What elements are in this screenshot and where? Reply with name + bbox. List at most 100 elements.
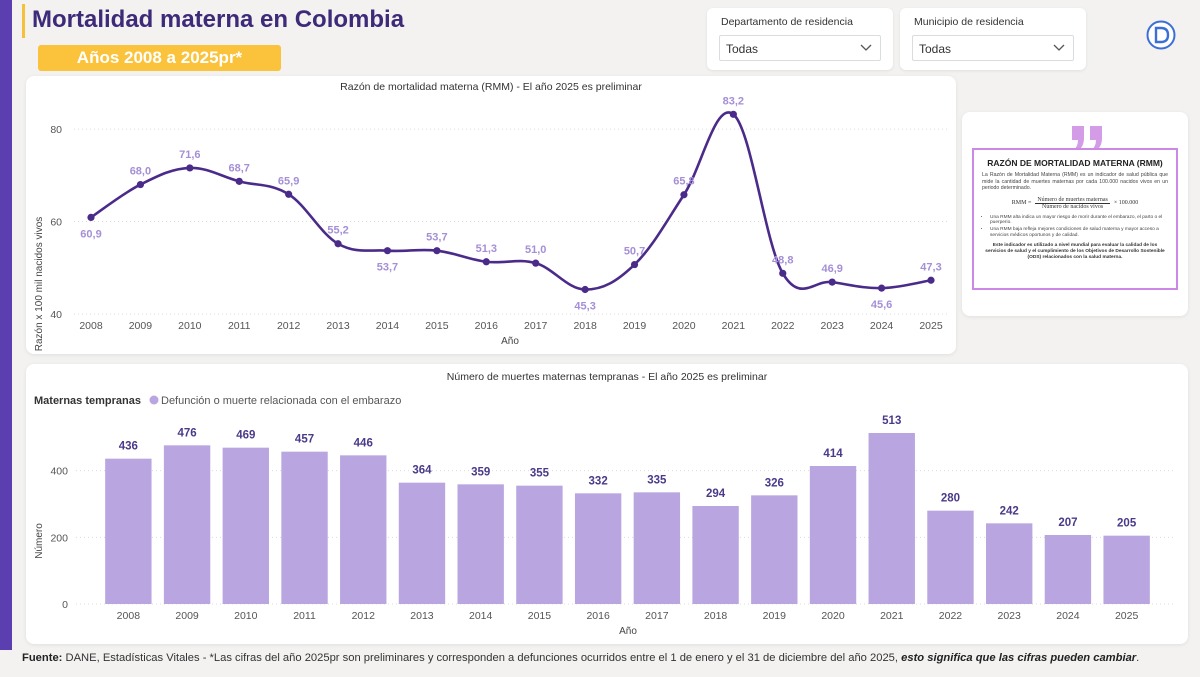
bar-value-label: 207 — [1058, 517, 1077, 529]
bar-value-label: 335 — [647, 474, 667, 486]
bar — [633, 492, 681, 604]
x-tick-label: 2008 — [117, 610, 141, 622]
data-point — [729, 110, 737, 118]
data-label: 68,7 — [229, 162, 250, 174]
x-tick-label: 2010 — [178, 320, 202, 332]
data-label: 68,0 — [130, 166, 151, 178]
accent-sidebar — [0, 0, 12, 650]
data-point — [334, 240, 342, 248]
source-emphasis: esto significa que las cifras pueden cam… — [901, 652, 1137, 664]
dane-logo-icon[interactable] — [1146, 20, 1176, 50]
legend-marker — [149, 395, 159, 405]
x-tick-label: 2017 — [645, 610, 669, 622]
x-tick-label: 2021 — [722, 320, 746, 332]
filter-label: Municipio de residencia — [914, 16, 1024, 28]
data-point — [186, 164, 194, 172]
bar-value-label: 469 — [236, 430, 255, 442]
bar-value-label: 513 — [882, 415, 901, 427]
legend-item[interactable]: Defunción o muerte relacionada con el em… — [161, 395, 401, 407]
bar-value-label: 294 — [706, 488, 726, 500]
bar — [105, 458, 152, 604]
x-tick-label: 2022 — [939, 610, 963, 622]
x-tick-label: 2016 — [586, 610, 610, 622]
data-point — [383, 247, 392, 255]
page-title: Mortalidad materna en Colombia — [32, 6, 405, 33]
bar-value-label: 332 — [589, 475, 608, 487]
y-tick-label: 400 — [50, 466, 68, 478]
deaths-chart-panel: Número de muertes maternas tempranas - E… — [26, 364, 1188, 644]
data-point — [630, 260, 639, 269]
municipio-dropdown[interactable]: Todas — [912, 35, 1074, 61]
bar-value-label: 242 — [1000, 505, 1019, 517]
rmm-series-line — [90, 111, 932, 291]
source-label: Fuente: — [22, 652, 63, 664]
bar — [222, 447, 270, 604]
y-tick-label: 0 — [62, 599, 68, 611]
x-tick-label: 2009 — [175, 610, 199, 622]
quote-icon — [1072, 126, 1102, 152]
data-point — [235, 177, 243, 185]
x-tick-label: 2013 — [326, 320, 350, 332]
bar-value-label: 280 — [941, 493, 960, 505]
formula-numerator: Número de muertes maternas — [1035, 196, 1110, 204]
x-tick-label: 2023 — [820, 320, 844, 332]
y-tick-label: 80 — [50, 124, 62, 136]
info-title: RAZÓN DE MORTALIDAD MATERNA (RMM) — [987, 158, 1163, 168]
filter-departamento: Departamento de residencia Todas — [707, 8, 893, 70]
x-tick-label: 2019 — [623, 320, 647, 332]
data-label: 60,9 — [80, 228, 101, 240]
data-label: 51,3 — [476, 243, 497, 255]
data-point — [433, 247, 441, 255]
rmm-definition-box: RAZÓN DE MORTALIDAD MATERNA (RMM) La Raz… — [972, 148, 1178, 290]
data-label: 47,3 — [920, 261, 941, 273]
x-tick-label: 2015 — [425, 320, 449, 332]
x-tick-label: 2025 — [919, 320, 943, 332]
chevron-down-icon — [1053, 44, 1065, 51]
chart-title: Razón de mortalidad materna (RMM) - El a… — [340, 81, 642, 93]
data-label: 55,2 — [327, 225, 348, 237]
x-tick-label: 2008 — [79, 320, 103, 332]
bar — [340, 455, 387, 604]
data-label: 45,3 — [574, 301, 595, 313]
filter-label: Departamento de residencia — [721, 16, 853, 28]
data-point — [927, 276, 935, 284]
bar — [163, 445, 211, 604]
data-label: 45,6 — [871, 299, 892, 311]
x-tick-label: 2011 — [228, 320, 251, 332]
rmm-chart-panel: Razón de mortalidad materna (RMM) - El a… — [26, 76, 956, 354]
title-accent — [22, 4, 25, 38]
formula-fraction: Número de muertes maternas Número de nac… — [1035, 196, 1110, 210]
bar — [457, 484, 504, 604]
x-tick-label: 2016 — [475, 320, 499, 332]
data-label: 48,8 — [772, 254, 793, 266]
x-tick-label: 2009 — [129, 320, 153, 332]
x-tick-label: 2014 — [469, 610, 493, 622]
bar — [398, 482, 446, 604]
data-point — [87, 213, 95, 221]
x-tick-label: 2012 — [277, 320, 301, 332]
x-tick-label: 2010 — [234, 610, 258, 622]
source-text: DANE, Estadísticas Vitales - *Las cifras… — [62, 652, 902, 664]
bar-value-label: 436 — [119, 441, 138, 453]
bar-value-label: 326 — [765, 477, 784, 489]
bar — [985, 523, 1033, 604]
bar — [1044, 535, 1092, 604]
data-label: 65,8 — [673, 176, 694, 188]
data-point — [779, 269, 787, 277]
deaths-bar-chart: Número de muertes maternas tempranas - E… — [34, 371, 1176, 637]
source-end: . — [1136, 652, 1140, 664]
formula-lhs: RMM = — [1011, 200, 1032, 206]
bar — [809, 466, 857, 604]
x-tick-label: 2024 — [870, 320, 894, 332]
x-tick-label: 2012 — [352, 610, 376, 622]
chevron-down-icon — [860, 44, 872, 51]
bar — [868, 433, 915, 604]
bar-value-label: 457 — [295, 434, 314, 446]
dropdown-value: Todas — [726, 42, 759, 56]
y-tick-label: 60 — [50, 217, 62, 229]
data-label: 53,7 — [377, 262, 398, 274]
departamento-dropdown[interactable]: Todas — [719, 35, 881, 61]
x-axis-label: Año — [501, 336, 519, 347]
legend-title: Maternas tempranas — [34, 395, 141, 407]
data-point — [532, 259, 540, 267]
